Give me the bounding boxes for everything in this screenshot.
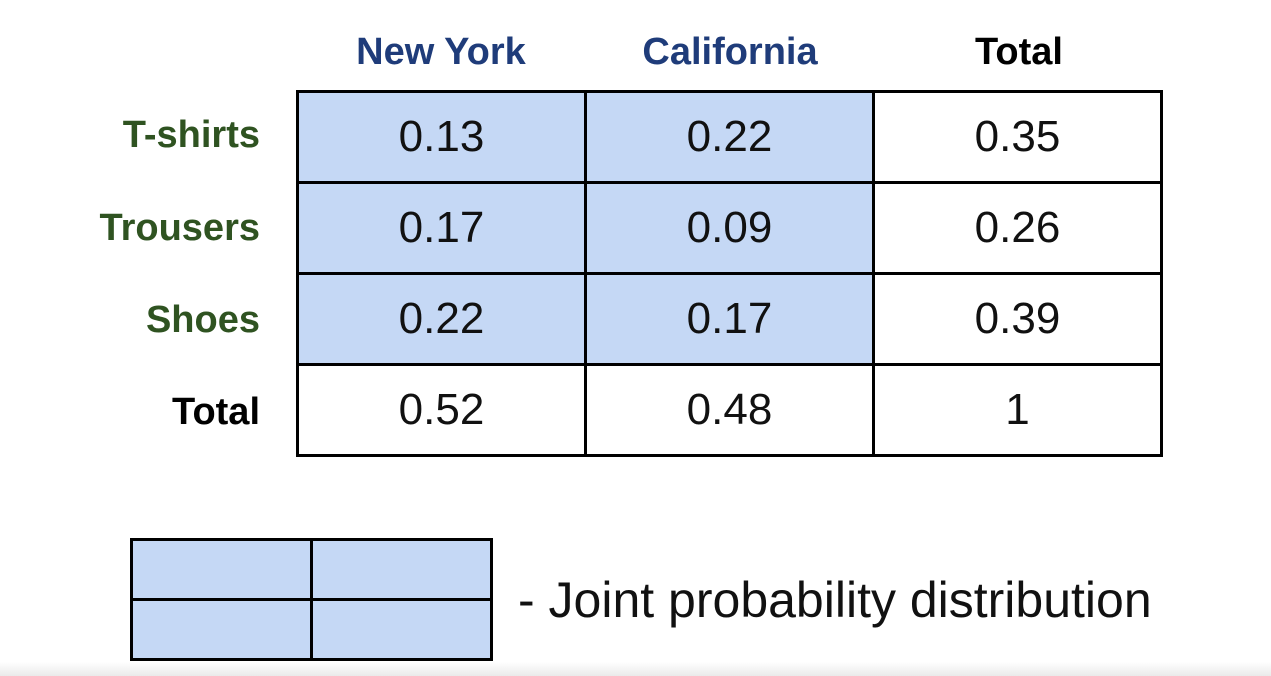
row-total-cell: 0.39 xyxy=(872,272,1163,366)
legend-swatch xyxy=(130,538,493,661)
legend-swatch-cell xyxy=(130,598,313,661)
joint-cell: 0.22 xyxy=(296,272,587,366)
column-header-new-york: New York xyxy=(356,30,526,73)
probability-table: 0.13 0.22 0.35 0.17 0.09 0.26 0.22 0.17 … xyxy=(296,90,1163,457)
row-header-shoes: Shoes xyxy=(145,299,260,341)
row-header-total: Total xyxy=(172,391,260,433)
table-row: 0.22 0.17 0.39 xyxy=(296,272,1163,366)
legend-swatch-cell xyxy=(130,538,313,601)
legend-label: - Joint probability distribution xyxy=(518,572,1152,628)
legend-swatch-cell xyxy=(310,598,493,661)
row-header-trousers: Trousers xyxy=(99,207,260,249)
joint-cell: 0.13 xyxy=(296,90,587,184)
column-total-cell: 0.52 xyxy=(296,363,587,457)
joint-cell: 0.17 xyxy=(296,181,587,275)
table-row: 0.13 0.22 0.35 xyxy=(296,90,1163,184)
row-header-t-shirts: T-shirts xyxy=(122,114,260,156)
joint-cell: 0.17 xyxy=(584,272,875,366)
row-total-cell: 0.35 xyxy=(872,90,1163,184)
column-header-total: Total xyxy=(975,30,1063,73)
grand-total-cell: 1 xyxy=(872,363,1163,457)
legend-swatch-cell xyxy=(310,538,493,601)
column-total-cell: 0.48 xyxy=(584,363,875,457)
joint-cell: 0.22 xyxy=(584,90,875,184)
row-total-cell: 0.26 xyxy=(872,181,1163,275)
column-header-california: California xyxy=(642,30,818,73)
table-row: 0.17 0.09 0.26 xyxy=(296,181,1163,275)
joint-cell: 0.09 xyxy=(584,181,875,275)
table-row: 0.52 0.48 1 xyxy=(296,363,1163,457)
bottom-shade xyxy=(0,662,1271,676)
